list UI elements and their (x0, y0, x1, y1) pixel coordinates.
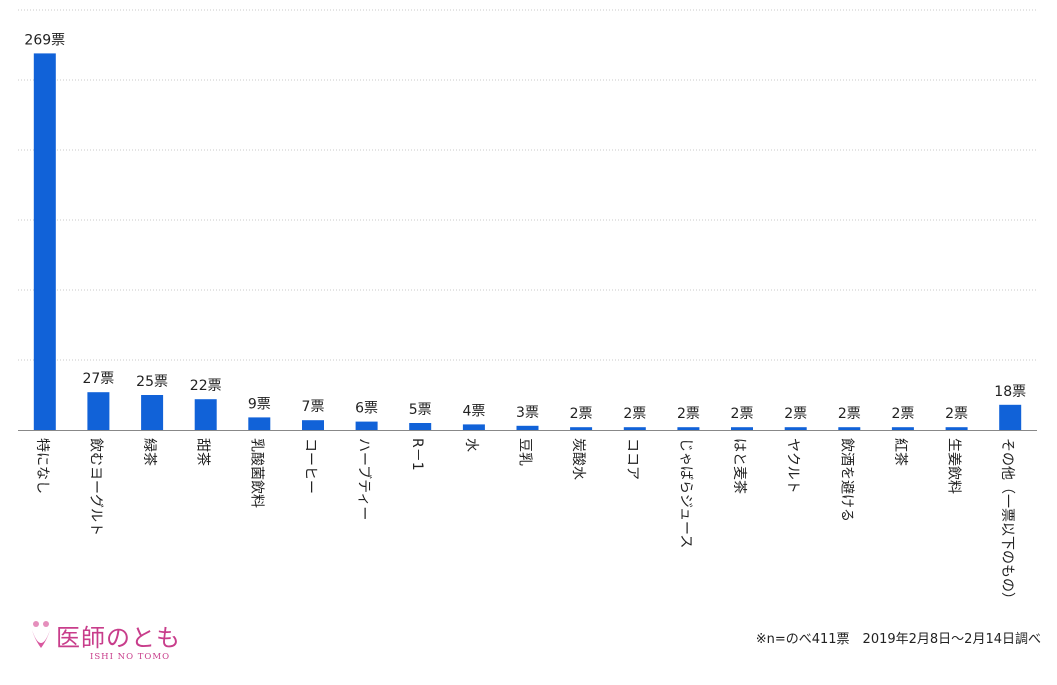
bar (516, 425, 539, 430)
bar (409, 423, 432, 430)
bar (838, 427, 861, 430)
category-label: 特になし (34, 438, 50, 494)
category-label: 乳酸菌飲料 (248, 438, 264, 508)
data-label: 2票 (784, 406, 807, 422)
bar (87, 392, 110, 430)
category-label: じゃばらジュース (677, 438, 693, 548)
data-label: 3票 (516, 405, 539, 421)
bar (945, 427, 968, 430)
category-label: R－1 (409, 438, 425, 471)
heart-person-icon (32, 621, 50, 648)
category-label: 水 (463, 438, 479, 452)
data-label: 27票 (82, 371, 114, 387)
logo-name: 医師のとも (56, 624, 181, 652)
category-label: 豆乳 (517, 438, 533, 466)
data-label: 2票 (623, 406, 646, 422)
data-label: 269票 (24, 32, 65, 48)
data-label: 18票 (994, 384, 1026, 400)
bar (141, 395, 164, 430)
category-label: 緑茶 (141, 438, 157, 466)
data-label: 2票 (570, 406, 593, 422)
data-label: 2票 (945, 406, 968, 422)
data-label: 7票 (302, 399, 325, 415)
category-label: 生姜飲料 (946, 438, 962, 494)
bar (677, 427, 700, 430)
category-label: 飲酒を避ける (838, 438, 854, 522)
footnote: ※n=のべ411票 2019年2月8日～2月14日調べ (755, 632, 1041, 647)
bar (570, 427, 593, 430)
data-label: 4票 (462, 403, 485, 419)
data-label: 25票 (136, 374, 168, 390)
data-label: 2票 (891, 406, 914, 422)
category-label: 甜茶 (195, 438, 211, 466)
category-label: ハーブティー (356, 438, 373, 520)
bar (999, 404, 1022, 430)
category-label: その他（一票以下のもの） (999, 438, 1015, 606)
category-label: 炭酸水 (570, 438, 586, 480)
bar (194, 399, 217, 430)
category-label: ココア (624, 438, 640, 480)
category-label: コーヒー (302, 438, 318, 494)
bar (355, 421, 378, 430)
data-label: 6票 (355, 401, 378, 417)
logo-subtitle: ISHI NO TOMO (90, 652, 171, 662)
data-label: 9票 (248, 396, 271, 412)
bar (33, 53, 56, 431)
category-label: ヤクルト (785, 438, 801, 494)
data-label: 5票 (409, 402, 432, 418)
bar (248, 417, 271, 430)
data-label: 2票 (731, 406, 754, 422)
bar (302, 420, 324, 430)
data-label: 22票 (190, 378, 222, 394)
bar (731, 427, 753, 430)
data-label: 2票 (838, 406, 861, 422)
category-label: 飲むヨーグルト (87, 438, 103, 536)
bar (462, 424, 485, 430)
category-label: 紅茶 (892, 438, 908, 466)
bar (784, 427, 807, 430)
bar (891, 427, 914, 430)
data-label: 2票 (677, 406, 700, 422)
bar (623, 427, 646, 430)
category-label: はと麦茶 (731, 438, 747, 494)
ishi-no-tomo-logo: 医師のとも ISHI NO TOMO (30, 618, 200, 668)
